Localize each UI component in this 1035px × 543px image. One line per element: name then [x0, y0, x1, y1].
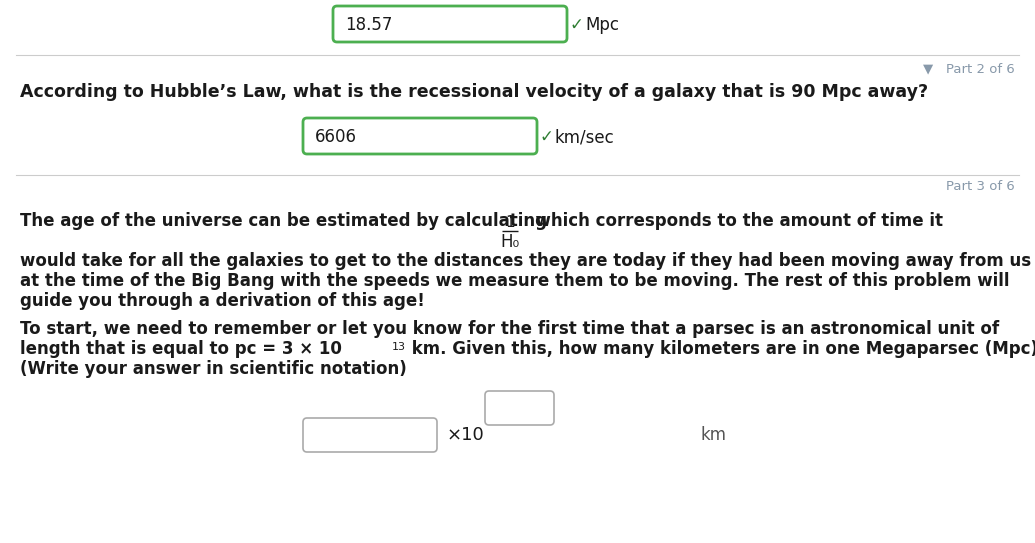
Text: ✓: ✓: [540, 128, 554, 146]
Text: at the time of the Big Bang with the speeds we measure them to be moving. The re: at the time of the Big Bang with the spe…: [20, 272, 1009, 290]
Text: would take for all the galaxies to get to the distances they are today if they h: would take for all the galaxies to get t…: [20, 252, 1031, 270]
Text: 1: 1: [505, 215, 514, 230]
FancyBboxPatch shape: [333, 6, 567, 42]
Text: km/sec: km/sec: [555, 128, 615, 146]
Text: which corresponds to the amount of time it: which corresponds to the amount of time …: [524, 212, 943, 230]
Text: ▼   Part 2 of 6: ▼ Part 2 of 6: [923, 62, 1015, 75]
Text: Part 3 of 6: Part 3 of 6: [946, 180, 1015, 193]
Text: Mpc: Mpc: [585, 16, 619, 34]
Text: 18.57: 18.57: [345, 16, 392, 34]
Text: km: km: [700, 426, 726, 444]
Text: km. Given this, how many kilometers are in one Megaparsec (Mpc)?: km. Given this, how many kilometers are …: [406, 340, 1035, 358]
Text: length that is equal to pc = 3 × 10: length that is equal to pc = 3 × 10: [20, 340, 342, 358]
Text: H₀: H₀: [500, 233, 520, 251]
FancyBboxPatch shape: [303, 118, 537, 154]
Text: ✓: ✓: [570, 16, 584, 34]
Text: (Write your answer in scientific notation): (Write your answer in scientific notatio…: [20, 360, 407, 378]
Text: guide you through a derivation of this age!: guide you through a derivation of this a…: [20, 292, 425, 310]
Text: ×10: ×10: [447, 426, 484, 444]
Text: To start, we need to remember or let you know for the first time that a parsec i: To start, we need to remember or let you…: [20, 320, 999, 338]
Text: 13: 13: [392, 342, 406, 352]
Text: 6606: 6606: [315, 128, 357, 146]
FancyBboxPatch shape: [303, 418, 437, 452]
Text: The age of the universe can be estimated by calculating: The age of the universe can be estimated…: [20, 212, 548, 230]
Text: According to Hubble’s Law, what is the recessional velocity of a galaxy that is : According to Hubble’s Law, what is the r…: [20, 83, 928, 101]
FancyBboxPatch shape: [485, 391, 554, 425]
